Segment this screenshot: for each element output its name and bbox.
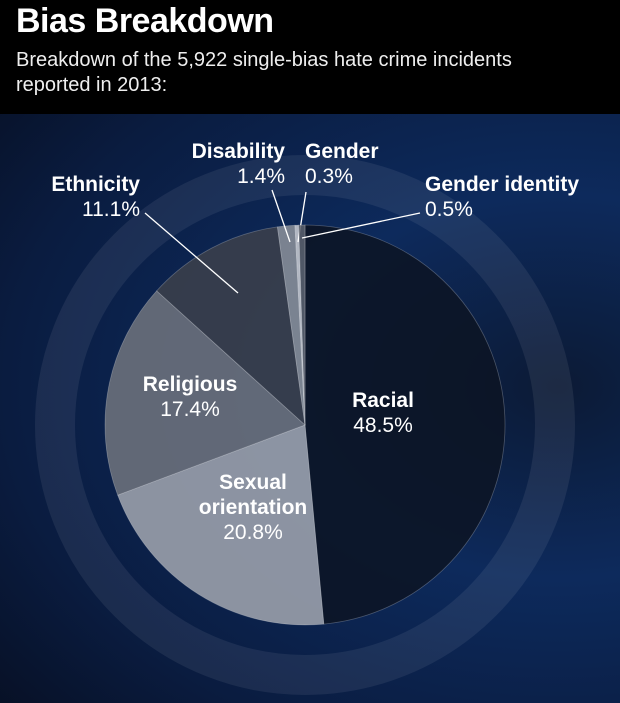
value-label: 48.5%	[353, 414, 413, 437]
pie-slice	[104, 290, 306, 496]
category-label: Gender identity	[425, 173, 580, 196]
category-label: Sexual orientation	[198, 471, 308, 519]
value-label: 1.4%	[237, 165, 285, 188]
chart-title: Bias Breakdown	[16, 2, 274, 40]
category-label: Religious	[142, 373, 238, 396]
value-label: 0.3%	[305, 165, 353, 188]
value-label: 0.5%	[425, 198, 473, 221]
slice-label: Ethnicity 11.1%	[20, 172, 140, 222]
category-label: Disability	[191, 140, 285, 163]
header: Bias Breakdown Breakdown of the 5,922 si…	[0, 0, 620, 114]
value-label: 20.8%	[223, 521, 283, 544]
slice-label: Disability 1.4%	[165, 139, 285, 189]
slice-label: Religious 17.4%	[115, 372, 265, 422]
leader-line	[144, 212, 239, 294]
pie-slice	[298, 224, 306, 426]
category-label: Racial	[352, 389, 414, 412]
slice-label: Racial 48.5%	[308, 388, 458, 438]
pie-slice	[117, 424, 325, 626]
value-label: 17.4%	[160, 398, 220, 421]
pie-slice	[156, 226, 306, 427]
leader-line	[301, 212, 421, 239]
chart-subtitle: Breakdown of the 5,922 single-bias hate …	[16, 49, 512, 96]
slice-label: Gender 0.3%	[305, 139, 405, 189]
pie-slice	[304, 224, 506, 625]
category-label: Gender	[305, 140, 379, 163]
slice-label: Gender identity 0.5%	[425, 172, 615, 222]
pie-slice	[276, 224, 306, 426]
slice-label: Sexual orientation 20.8%	[173, 470, 333, 545]
value-label: 11.1%	[82, 198, 140, 221]
pie-slice	[294, 224, 306, 426]
leader-line	[271, 189, 291, 243]
category-label: Ethnicity	[51, 173, 140, 196]
seal-ring	[35, 155, 575, 695]
